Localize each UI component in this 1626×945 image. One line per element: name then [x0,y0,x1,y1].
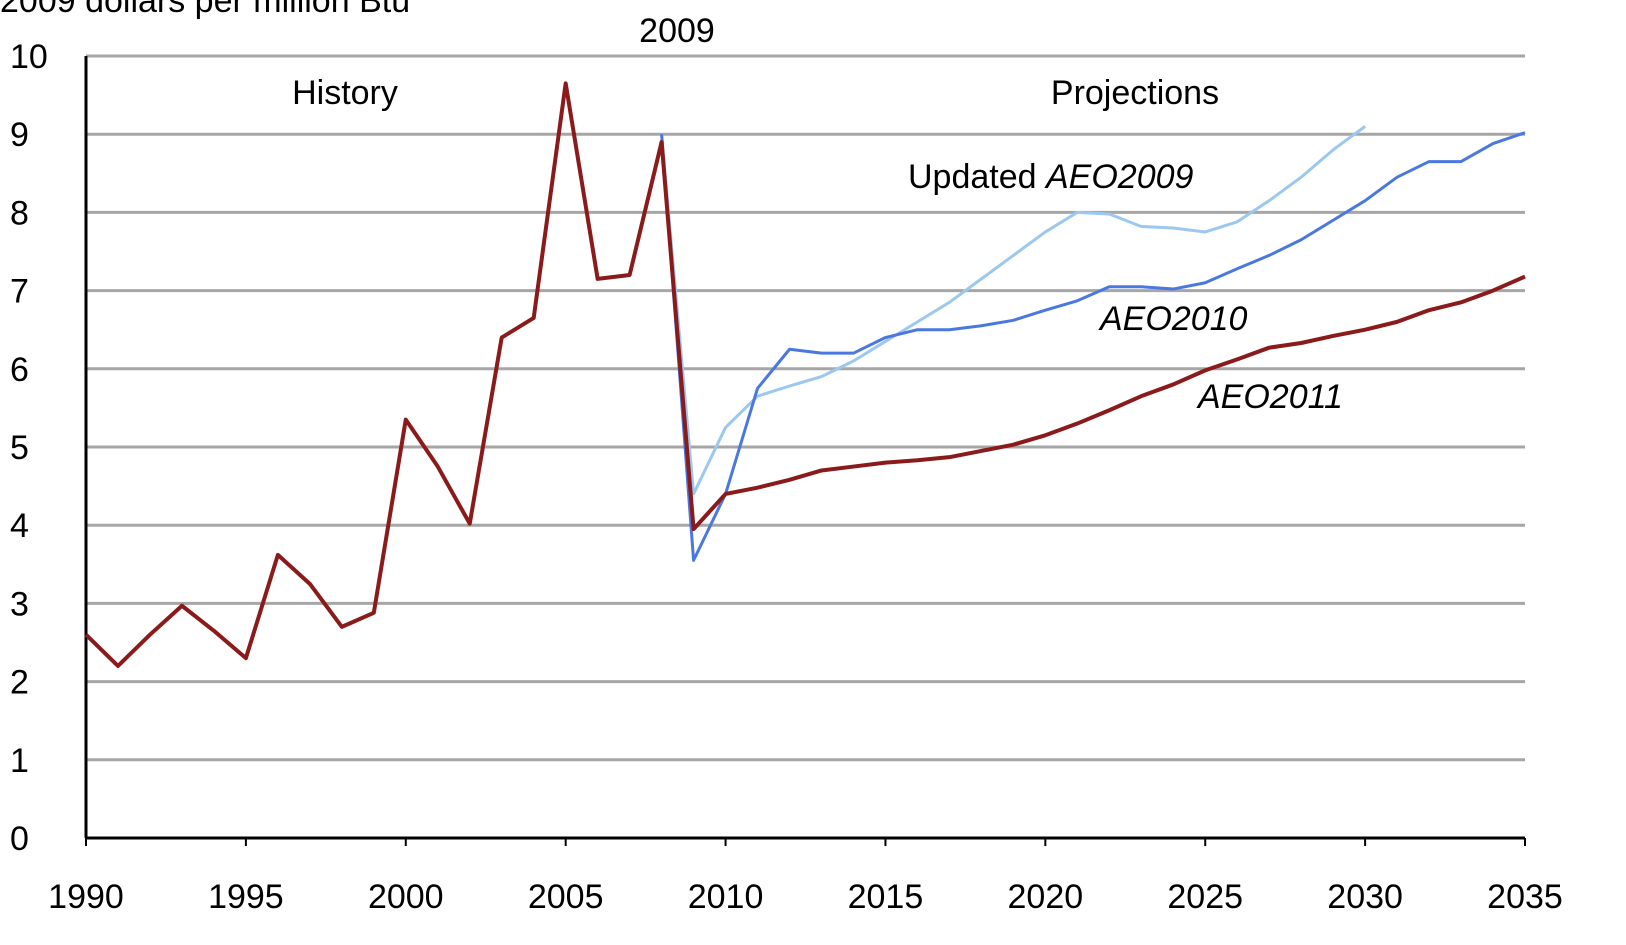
y-tick-label: 5 [10,429,29,467]
line-series [660,131,1526,562]
x-tick-label: 2030 [1327,878,1403,916]
line-series [660,125,1366,496]
y-tick-label: 7 [10,273,29,311]
y-tick-label: 2 [10,664,29,702]
y-tick-label: 1 [10,742,29,780]
x-tick-label: 2015 [848,878,924,916]
x-tick-label: 1995 [208,878,284,916]
x-tick-label: 1990 [48,878,124,916]
x-tick-label: 2025 [1167,878,1243,916]
x-tick-label: 2010 [688,878,764,916]
x-tick-label: 2000 [368,878,444,916]
annotation: Projections [1051,74,1219,112]
x-tick-label: 2020 [1008,878,1084,916]
y-tick-label: 10 [10,38,48,76]
y-tick-label: 9 [10,116,29,154]
x-tick-label: 2005 [528,878,604,916]
line-series [84,81,1526,668]
x-tick-label: 2035 [1487,878,1563,916]
y-tick-label: 3 [10,585,29,623]
series-label: Updated AEO2009 [908,158,1194,196]
y-tick-label: 4 [10,507,29,545]
y-axis-label: 2009 dollars per million Btu [0,0,410,20]
annotation: 2009 [639,12,715,50]
series-label: AEO2010 [1098,300,1248,338]
y-tick-label: 6 [10,351,29,389]
y-tick-label: 0 [10,820,29,858]
y-tick-label: 8 [10,194,29,232]
annotation: History [292,74,398,112]
series-label: AEO2011 [1196,378,1343,416]
